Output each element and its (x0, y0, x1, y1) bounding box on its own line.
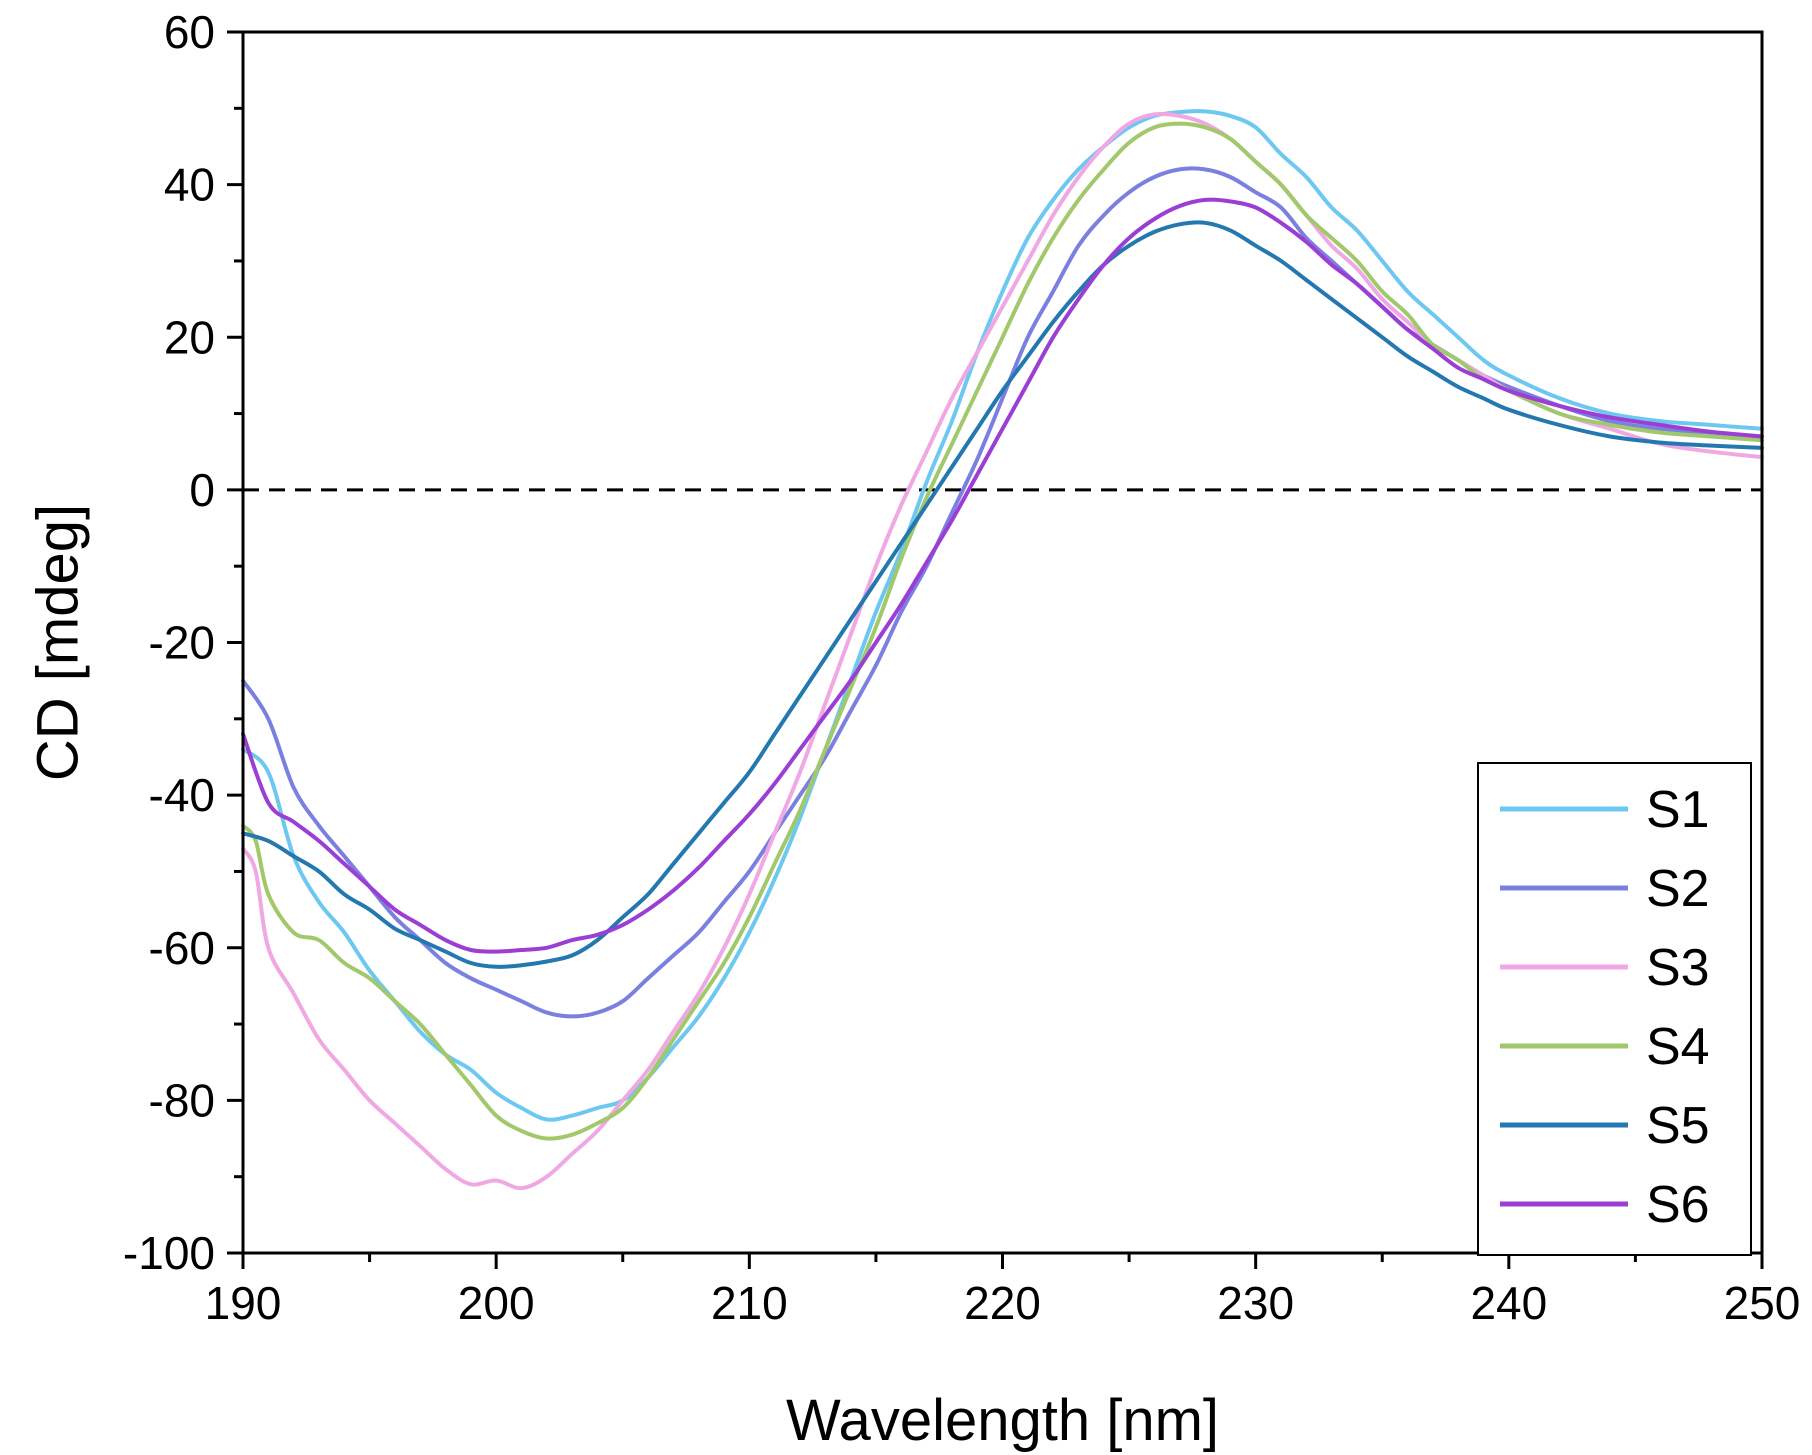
x-tick-label: 230 (1217, 1277, 1294, 1329)
y-tick-label: -100 (123, 1227, 215, 1279)
ticks-layer: 190 200 210 220 230 240 250 -100 -80 -60 -40 -20 0 20… (123, 6, 1800, 1329)
x-tick-label: 240 (1470, 1277, 1547, 1329)
legend-label-s5: S5 (1646, 1097, 1710, 1155)
legend-box (1477, 762, 1752, 1256)
x-axis-title: Wavelength [nm] (786, 1388, 1219, 1453)
y-tick-label: 40 (164, 159, 215, 211)
y-tick-label: 60 (164, 6, 215, 58)
series-line-s1 (241, 109, 1764, 1122)
x-tick-label: 200 (458, 1277, 535, 1329)
y-tick-label: 0 (189, 464, 215, 516)
legend-label-s3: S3 (1646, 939, 1710, 997)
y-tick-label: -60 (149, 922, 215, 974)
legend-label-s4: S4 (1646, 1018, 1710, 1076)
y-tick-label: 20 (164, 311, 215, 363)
x-tick-label: 210 (711, 1277, 788, 1329)
series-line-s4 (241, 121, 1764, 1141)
series-line-s5 (241, 220, 1764, 969)
legend-label-s6: S6 (1646, 1176, 1710, 1234)
y-tick-label: -40 (149, 769, 215, 821)
series-layer (241, 109, 1764, 1191)
y-tick-label: -80 (149, 1074, 215, 1126)
x-tick-label: 190 (205, 1277, 282, 1329)
legend-label-s2: S2 (1646, 860, 1710, 918)
series-line-s3 (241, 111, 1764, 1191)
y-tick-label: -20 (149, 617, 215, 669)
y-axis-title: CD [mdeg] (25, 504, 90, 781)
legend-label-s1: S1 (1646, 781, 1710, 839)
x-tick-label: 220 (964, 1277, 1041, 1329)
legend: S1 S2 S3 S4 S5 S6 (1477, 762, 1752, 1256)
series-line-s6 (241, 197, 1764, 954)
x-tick-label: 250 (1724, 1277, 1801, 1329)
